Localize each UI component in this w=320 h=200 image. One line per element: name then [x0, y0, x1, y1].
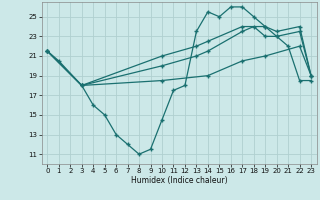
X-axis label: Humidex (Indice chaleur): Humidex (Indice chaleur)	[131, 176, 228, 185]
